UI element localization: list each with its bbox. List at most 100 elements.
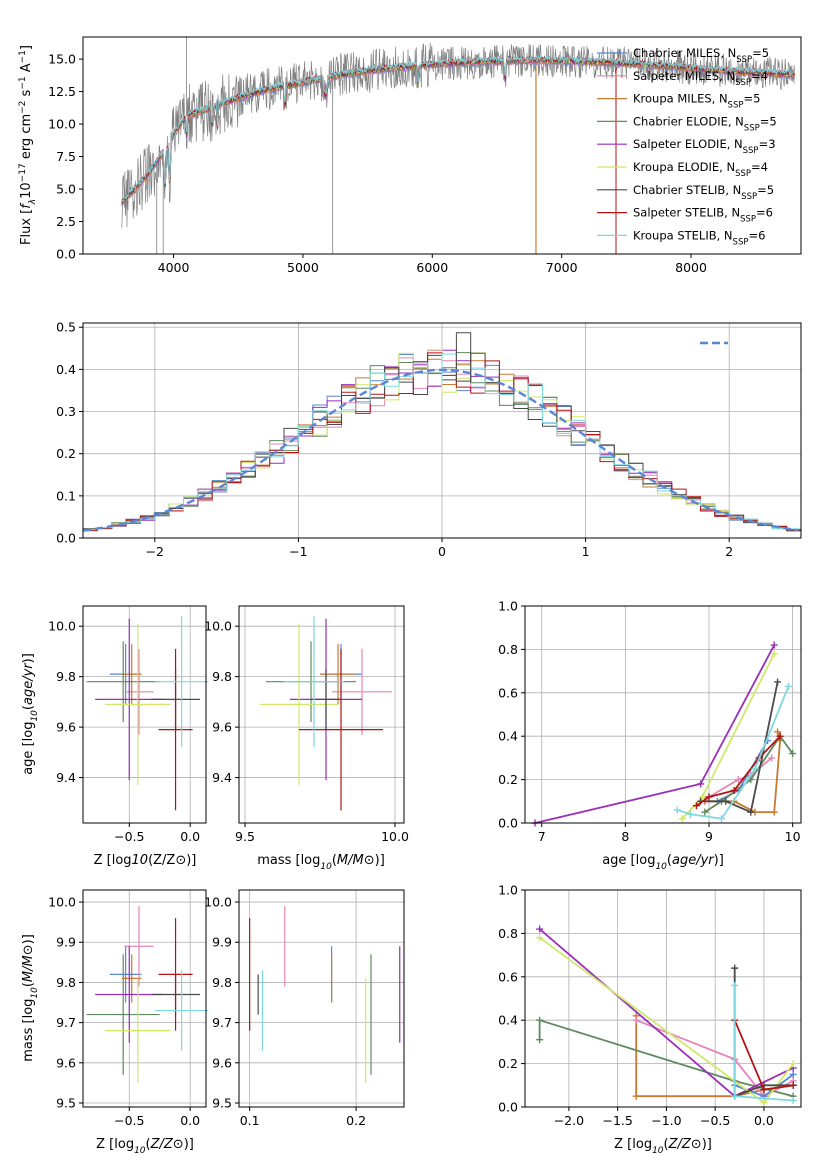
y-tick-label: 10.0 [48,117,76,132]
y-tick-label: 12.5 [48,84,76,99]
weight-marker [734,776,742,784]
weight-marker [770,808,778,816]
y-tick-label: 0.0 [498,816,518,831]
y-tick-label: 9.4 [56,770,76,785]
errorbar-kroupa-elodie [260,623,338,786]
errorbar-salpeter-miles [332,648,392,735]
weight-marker [760,1086,768,1094]
y-tick-label: 0.2 [498,1056,518,1071]
y-tick-label: 5.0 [56,182,76,197]
weight-line [635,1019,794,1098]
y-tick-label: 9.6 [56,1055,76,1070]
weight-marker [784,682,792,690]
mass-vs-ebv-frame [238,889,405,1108]
mass-vs-z-axes [83,890,206,1107]
weight-marker [770,650,778,658]
age-vs-mass-ticks: 9.5 10.0 9.4 9.6 9.8 10.0 [204,619,409,844]
weight-marker [789,1070,797,1078]
y-tick-label: 9.4 [212,770,232,785]
weight-marker [774,678,782,686]
weight-vs-age-frame [524,605,802,824]
y-tick-label: 0.4 [56,362,76,377]
age-vs-mass-frame [238,605,405,824]
errorbar-chabrier-miles [109,946,142,1003]
weight-series-salpeter-elodie [531,641,778,827]
x-tick-label: 1 [582,544,590,559]
x-tick-label: −1.0 [651,1113,681,1128]
weight-marker [751,765,759,773]
y-tick-label: 0.4 [498,729,518,744]
errorbar-chabrier-elodie [86,954,160,1075]
weight-marker [731,1092,739,1100]
y-tick-label: 9.8 [212,975,232,990]
y-tick-label: 0.2 [56,446,76,461]
model-line-kroupa-stelib [121,54,795,203]
errorbar-kroupa-stelib [284,616,344,748]
age-vs-mass-plot [260,616,392,811]
x-tick-label: 0 [438,544,446,559]
y-tick-label: 9.8 [56,975,76,990]
x-tick-label: −1.5 [602,1113,632,1128]
errorbar-salpeter-stelib [158,918,193,1031]
weight-series-kroupa-stelib [731,981,797,1104]
errorbar-kroupa-elodie [104,623,171,786]
y-tick-label: 0.6 [498,969,518,984]
x-tick-label: 7000 [546,260,578,275]
y-tick-label: 0.4 [498,1013,518,1028]
weight-marker [731,981,739,989]
x-tick-label: 8 [621,829,629,844]
weight-marker [718,815,726,823]
weight-marker [760,1099,768,1107]
y-tick-label: 1.0 [498,883,518,898]
x-axis-label: Z [log10(Z/Z⊙)] [614,1137,712,1156]
weight-line [534,644,775,824]
x-tick-label: −1 [289,544,307,559]
y-tick-label: 7.5 [56,149,76,164]
weight-marker [789,1096,797,1104]
weight-vs-age-ticks: 7 8 9 10 0.0 0.2 0.4 0.6 0.8 1.0 [498,599,801,845]
y-axis-label: mass [log10(M/M⊙)] [21,934,40,1062]
y-tick-label: 9.5 [56,1095,76,1110]
weight-marker [731,964,739,972]
y-tick-label: 9.9 [56,935,76,950]
y-tick-label: 10.0 [48,619,76,634]
mass-vs-z-plot [86,906,209,1083]
errorbar-kroupa-stelib [154,616,209,748]
mass-vs-ebv-ticks: 0.1 0.2 9.5 9.6 9.7 9.8 9.9 10.0 [204,895,366,1128]
weight-marker [789,750,797,758]
legend-entry: Chabrier ELODIE, NSSP=5 [633,114,777,133]
x-tick-label: 7 [538,829,546,844]
spectrum-frame [82,36,802,255]
x-tick-label: −0.5 [114,1113,144,1128]
weight-marker [697,780,705,788]
y-tick-label: 0.3 [56,404,76,419]
legend-entry: Salpeter ELODIE, NSSP=3 [633,137,776,156]
y-tick-label: 9.9 [212,935,232,950]
weight-marker [692,802,700,810]
x-tick-label: 4000 [158,260,190,275]
errorbar-kroupa-elodie [104,978,171,1083]
weight-marker [722,797,730,805]
weight-marker [705,793,713,801]
age-vs-z-axes [83,606,206,823]
x-tick-label: 9.5 [235,829,255,844]
x-axis-label: mass [log10(M/M⊙)] [257,853,385,872]
weight-series-salpeter-stelib [692,732,784,810]
weight-vs-z-plot [536,925,797,1107]
y-tick-label: 9.6 [56,720,76,735]
y-tick-label: 0.2 [498,772,518,787]
y-tick-label: 0.0 [56,247,76,262]
weight-marker [730,786,738,794]
weight-marker [632,1016,640,1024]
weight-vs-age-axes [525,605,801,824]
mass-vs-z-ticks: −0.5 0.0 9.5 9.6 9.7 9.8 9.9 10.0 [48,895,200,1128]
x-tick-label: 0.0 [180,1113,200,1128]
y-tick-label: 9.7 [56,1015,76,1030]
legend-entry: Chabrier STELIB, NSSP=5 [633,183,774,202]
y-tick-label: 0.6 [498,685,518,700]
y-tick-label: 10.0 [48,895,76,910]
weight-marker [776,732,784,740]
weight-series-chabrier-miles [713,737,772,805]
legend-entry: Kroupa STELIB, NSSP=6 [633,228,765,247]
